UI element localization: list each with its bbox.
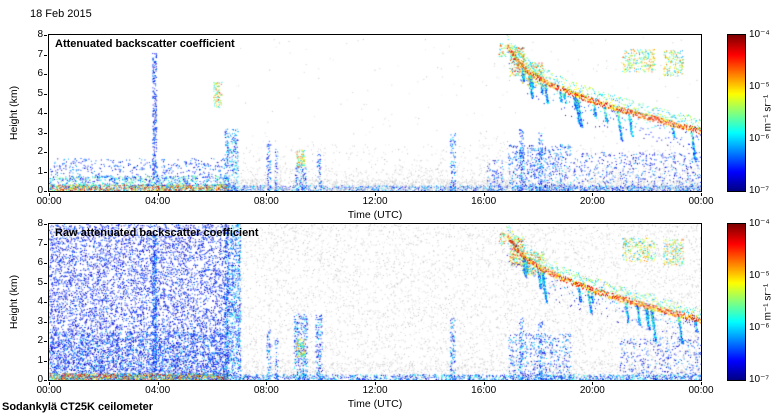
y-tick-label: 3 <box>37 315 43 327</box>
x-tick-label: 12:00 <box>362 385 388 396</box>
y-tick-label: 2 <box>37 335 43 346</box>
colorbar-tick-label: 10⁻⁶ <box>749 133 770 144</box>
plot-area: Raw attenuated backscatter coefficient <box>48 223 702 381</box>
y-tick-mark <box>44 191 47 192</box>
y-tick-label: 4 <box>37 107 43 118</box>
x-tick-label: 08:00 <box>253 385 279 396</box>
colorbar-tick-label: 10⁻⁴ <box>749 29 770 40</box>
y-tick-label: 4 <box>37 296 43 307</box>
instrument-label: Sodankylä CT25K ceilometer <box>2 401 154 413</box>
x-axis-label: Time (UTC) <box>347 398 403 410</box>
colorbar-tick-label: 10⁻⁵ <box>749 81 770 92</box>
colorbar-unit-label: m⁻¹ sr⁻¹ <box>762 283 774 321</box>
x-tick-mark <box>592 382 594 385</box>
x-tick-label: 04:00 <box>145 385 171 396</box>
x-tick-label: 08:00 <box>253 196 279 207</box>
y-tick-label: 0 <box>37 374 43 385</box>
y-tick-mark <box>44 93 47 95</box>
backscatter-heatmap-canvas <box>49 224 701 380</box>
y-tick-mark <box>44 35 47 36</box>
y-tick-mark <box>44 113 47 114</box>
x-tick-mark <box>266 382 268 385</box>
y-tick-label: 1 <box>37 354 43 366</box>
y-tick-label: 5 <box>37 276 43 288</box>
plot-title: Attenuated backscatter coefficient <box>55 38 235 50</box>
y-tick-mark <box>44 152 47 153</box>
y-tick-mark <box>44 360 47 362</box>
y-tick-mark <box>44 263 47 264</box>
y-tick-mark <box>44 171 47 173</box>
x-tick-mark <box>375 193 376 196</box>
x-tick-label: 16:00 <box>471 385 497 396</box>
colorbar <box>727 34 746 192</box>
colorbar-tick-label: 10⁻⁷ <box>749 185 770 196</box>
x-tick-mark <box>266 193 268 196</box>
x-tick-mark <box>592 193 594 196</box>
x-tick-label: 04:00 <box>145 196 171 207</box>
x-tick-mark <box>483 193 485 196</box>
y-tick-mark <box>44 341 47 342</box>
x-tick-mark <box>375 382 376 385</box>
x-tick-mark <box>701 382 702 385</box>
x-tick-label: 12:00 <box>362 196 388 207</box>
y-tick-label: 3 <box>37 126 43 138</box>
y-tick-label: 6 <box>37 68 43 79</box>
y-tick-label: 5 <box>37 87 43 99</box>
y-tick-label: 6 <box>37 257 43 268</box>
y-tick-label: 7 <box>37 237 43 249</box>
y-tick-mark <box>44 380 47 381</box>
y-tick-mark <box>44 74 47 75</box>
y-tick-mark <box>44 224 47 225</box>
x-tick-mark <box>483 382 485 385</box>
x-tick-mark <box>157 193 159 196</box>
y-tick-mark <box>44 132 47 134</box>
colorbar-tick-label: 10⁻⁷ <box>749 374 770 385</box>
y-tick-label: 0 <box>37 185 43 196</box>
y-tick-mark <box>44 321 47 323</box>
date-label: 18 Feb 2015 <box>30 8 92 20</box>
x-tick-mark <box>157 382 159 385</box>
x-tick-label: 00:00 <box>36 385 62 396</box>
x-tick-mark <box>49 382 50 385</box>
x-tick-label: 20:00 <box>579 196 605 207</box>
x-axis-label: Time (UTC) <box>347 209 403 221</box>
colorbar-gradient <box>728 35 745 191</box>
y-tick-label: 7 <box>37 48 43 60</box>
y-tick-mark <box>44 302 47 303</box>
x-tick-label: 16:00 <box>471 196 497 207</box>
x-tick-label: 20:00 <box>579 385 605 396</box>
y-tick-mark <box>44 243 47 245</box>
colorbar-tick-label: 10⁻⁵ <box>749 270 770 281</box>
y-tick-label: 1 <box>37 165 43 177</box>
backscatter-heatmap-canvas <box>49 35 701 191</box>
x-tick-label: 00:00 <box>36 196 62 207</box>
y-tick-mark <box>44 54 47 56</box>
x-tick-label: 00:00 <box>688 385 714 396</box>
colorbar-tick-label: 10⁻⁴ <box>749 218 770 229</box>
x-tick-mark <box>49 193 50 196</box>
y-tick-mark <box>44 282 47 284</box>
colorbar-tick-label: 10⁻⁶ <box>749 322 770 333</box>
plot-area: Attenuated backscatter coefficient <box>48 34 702 192</box>
x-tick-mark <box>701 193 702 196</box>
y-tick-label: 2 <box>37 146 43 157</box>
plot-title: Raw attenuated backscatter coefficient <box>55 227 259 239</box>
y-tick-label: 8 <box>37 218 43 229</box>
x-tick-label: 00:00 <box>688 196 714 207</box>
colorbar-gradient <box>728 224 745 380</box>
y-tick-label: 8 <box>37 29 43 40</box>
colorbar <box>727 223 746 381</box>
